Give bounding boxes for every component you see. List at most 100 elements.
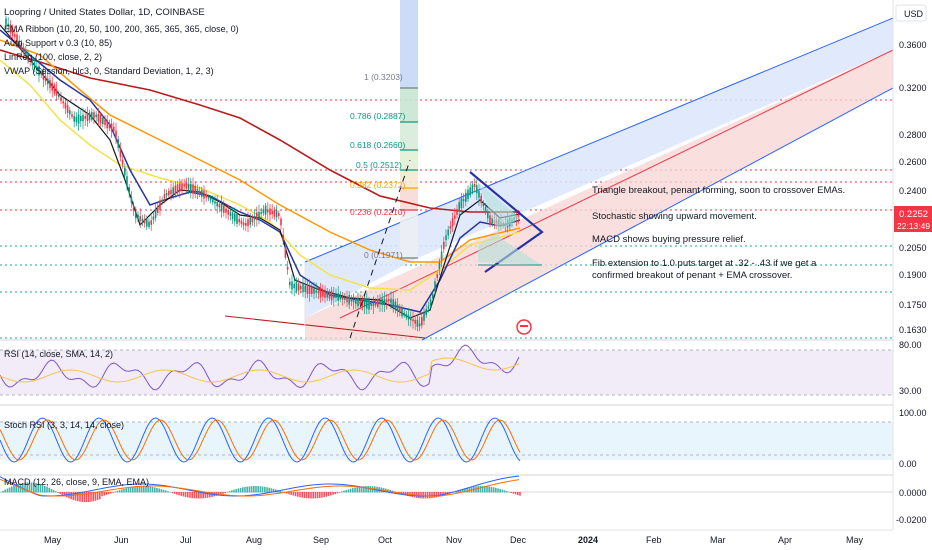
candle-body [271, 210, 273, 214]
candle-body [168, 190, 170, 196]
candle-body [482, 203, 485, 207]
candle-body [359, 300, 361, 305]
candle-body [456, 209, 458, 215]
fib-label-0382: 0.382 (0.2372) [350, 180, 405, 190]
candle-body [273, 209, 276, 217]
macd-histogram-bar [519, 492, 521, 496]
candle-body [480, 195, 482, 204]
macd-histogram-bar [319, 492, 321, 498]
macd-tick-neg002: -0.0200 [896, 515, 927, 525]
countdown: 22:13:49 [897, 221, 930, 231]
candle-body [60, 97, 62, 101]
macd-histogram-bar [52, 490, 55, 493]
macd-histogram-bar [506, 491, 508, 493]
price-tick-0320: 0.3200 [899, 83, 927, 93]
ema-10-line [0, 24, 521, 319]
candle-body [218, 204, 221, 208]
regression-channel-lower [305, 50, 893, 340]
macd-histogram-bar [59, 492, 61, 495]
candle-body [238, 219, 240, 223]
candle-body [372, 302, 375, 306]
macd-histogram-bar [165, 490, 167, 493]
candle-body [385, 299, 388, 302]
candle-body [190, 183, 192, 193]
macd-histogram-bar [459, 489, 462, 493]
candle-body [66, 104, 69, 113]
macd-histogram-bar [338, 492, 341, 493]
candle-body [337, 293, 339, 301]
indicator-legend-linreg[interactable]: LinReg (100, close, 2, 2) [4, 52, 102, 62]
candle-body [5, 18, 7, 25]
macd-histogram-bar [13, 485, 15, 493]
macd-histogram-bar [15, 484, 17, 493]
candle-body [491, 218, 493, 224]
candle-body [300, 286, 302, 290]
time-axis[interactable]: May Jun Jul Aug Sep Oct Nov Dec 2024 Feb… [0, 529, 893, 545]
candle-body [159, 200, 161, 210]
macd-histogram-bar [242, 487, 244, 493]
indicator-legend-auto-support[interactable]: Auto Support v 0.3 (10, 85) [4, 38, 112, 48]
candle-body [473, 184, 476, 188]
indicator-legend-vwap[interactable]: VWAP (Session, hlc3, 0, Standard Deviati… [4, 66, 214, 76]
time-tick-dec: Dec [510, 535, 527, 545]
macd-histogram-bar [55, 491, 57, 493]
macd-histogram-bar [94, 492, 97, 501]
candle-body [476, 185, 478, 194]
candle-body [293, 283, 295, 289]
macd-histogram-bar [433, 492, 435, 498]
candle-body [326, 291, 328, 298]
macd-histogram-bar [114, 491, 116, 493]
stoch-band [0, 422, 893, 460]
candle-body [97, 113, 100, 122]
fib-label-0236: 0.236 (0.2210) [350, 207, 405, 217]
stoch-rsi-legend[interactable]: Stoch RSI (3, 3, 14, 14, close) [4, 420, 124, 430]
candle-body [220, 203, 223, 212]
candle-body [432, 294, 434, 299]
macd-histogram-bar [462, 488, 464, 493]
macd-histogram-bar [270, 488, 273, 493]
candle-body [86, 112, 89, 121]
rsi-ma-line [0, 357, 520, 383]
macd-histogram-bar [204, 492, 207, 499]
candle-body [421, 317, 423, 326]
macd-histogram-bar [136, 486, 138, 493]
macd-histogram-bar [72, 492, 75, 500]
candle-body [69, 110, 71, 115]
macd-histogram-bar [129, 487, 132, 493]
candle-body [289, 281, 291, 286]
candle-body [124, 167, 126, 176]
macd-histogram-bar [349, 488, 352, 493]
candle-body [117, 139, 119, 148]
fib-zone [400, 122, 418, 150]
macd-histogram-bar [61, 492, 64, 496]
macd-histogram-bar [508, 491, 510, 493]
price-axis[interactable]: USD 0.3600 0.3200 0.2800 0.2600 0.2400 0… [892, 0, 932, 530]
macd-histogram-bar [440, 492, 442, 497]
candle-body [113, 126, 115, 132]
candle-body [53, 84, 56, 94]
candle-body [187, 184, 190, 190]
macd-legend[interactable]: MACD (12, 26, close, 9, EMA, EMA) [4, 477, 149, 487]
macd-histogram-bar [297, 492, 299, 497]
rsi-legend[interactable]: RSI (14, close, SMA, 14, 2) [4, 349, 113, 359]
chart-title[interactable]: Loopring / United States Dollar, 1D, COI… [4, 7, 205, 18]
candle-body [269, 208, 271, 215]
macd-histogram-bar [8, 487, 11, 493]
candle-body [317, 291, 320, 294]
candle-body [449, 226, 452, 229]
candle-body [451, 218, 454, 227]
macd-histogram-bar [332, 492, 334, 495]
fib-label-0786: 0.786 (0.2887) [350, 111, 405, 121]
macd-histogram-bar [176, 492, 178, 495]
candle-body [42, 72, 45, 80]
indicator-legend-ema-ribbon[interactable]: EMA Ribbon (10, 20, 50, 100, 200, 365, 3… [4, 24, 239, 34]
macd-histogram-bar [90, 492, 92, 502]
candle-body [412, 319, 414, 322]
macd-histogram-bar [160, 489, 163, 493]
macd-histogram-bar [517, 492, 519, 496]
macd-histogram-bar [187, 492, 189, 498]
candle-body [128, 187, 130, 194]
currency-badge[interactable] [895, 4, 927, 22]
price-tick-0240: 0.2400 [899, 186, 927, 196]
